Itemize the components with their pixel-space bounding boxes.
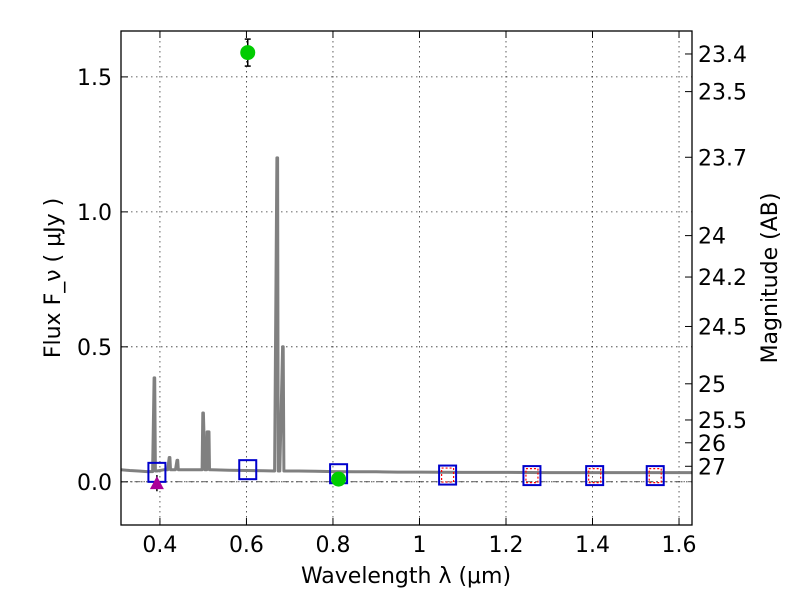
y-tick-layer: 0.0 0.5 1.0 1.5 [77, 66, 128, 496]
marker-layer [147, 38, 665, 492]
magnitude-tick-label: 23.4 [698, 43, 747, 68]
right-axis-label: Magnitude (AB) [758, 193, 783, 364]
model-flux-square [645, 465, 665, 487]
upper-limit-marker [588, 468, 602, 484]
x-tick-layer: 0.4 0.6 0.8 1 1.2 1.4 1.6 [142, 31, 697, 558]
y-tick-label: 1.5 [77, 66, 112, 91]
upper-limit-marker [648, 468, 662, 484]
y-tick-label: 0.0 [77, 471, 112, 496]
magnitude-tick-label: 23.7 [698, 146, 747, 171]
magnitude-tick-label: 24.2 [698, 266, 747, 291]
x-tick-label: 1.4 [575, 533, 610, 558]
y-axis-label: Flux F_ν ( μJy ) [41, 198, 66, 358]
magnitude-tick-label: 24.5 [698, 315, 747, 340]
magnitude-tick-label: 24 [698, 225, 726, 250]
detection-marker [331, 471, 347, 487]
model-spectrum-line [120, 156, 692, 475]
model-flux-square [585, 465, 605, 487]
x-axis-label: Wavelength λ (μm) [301, 564, 511, 589]
upper-limit-marker [525, 468, 539, 484]
non-detection-marker [149, 476, 164, 490]
detection-marker [240, 45, 256, 61]
magnitude-tick-label: 25 [698, 373, 726, 398]
x-tick-label: 0.4 [142, 533, 177, 558]
magnitude-tick-label: 27 [698, 455, 726, 480]
upper-limit-marker [440, 467, 455, 483]
y-tick-label: 0.5 [77, 336, 112, 361]
x-tick-label: 1.2 [488, 533, 523, 558]
x-tick-label: 0.6 [229, 533, 264, 558]
model-flux-square [438, 464, 458, 486]
model-flux-square [522, 465, 542, 487]
magnitude-tick-label: 25.5 [698, 409, 747, 434]
x-tick-label: 1.6 [662, 533, 697, 558]
plot-frame [120, 30, 693, 526]
axes-layer [120, 30, 693, 526]
x-tick-label: 1 [412, 533, 426, 558]
x-tick-label: 0.8 [315, 533, 350, 558]
magnitude-tick-label: 23.5 [698, 81, 747, 106]
spectrum-layer [120, 156, 692, 475]
magnitude-tick-label: 26 [698, 432, 726, 457]
model-flux-square [238, 459, 258, 481]
y-tick-label: 1.0 [77, 201, 112, 226]
